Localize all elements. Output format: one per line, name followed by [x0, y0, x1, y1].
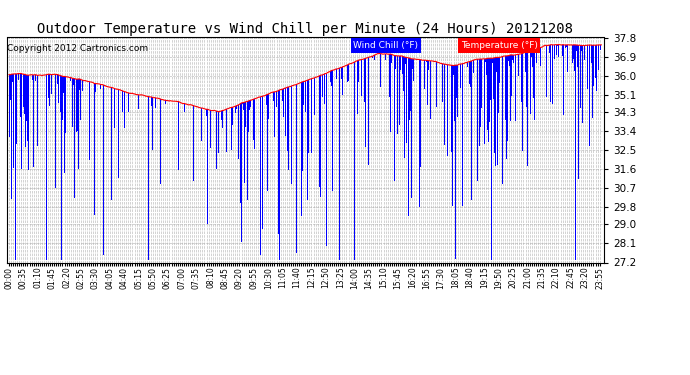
- Text: Copyright 2012 Cartronics.com: Copyright 2012 Cartronics.com: [8, 44, 148, 53]
- Text: Temperature (°F): Temperature (°F): [461, 41, 538, 50]
- Text: Wind Chill (°F): Wind Chill (°F): [353, 41, 418, 50]
- Title: Outdoor Temperature vs Wind Chill per Minute (24 Hours) 20121208: Outdoor Temperature vs Wind Chill per Mi…: [37, 22, 573, 36]
